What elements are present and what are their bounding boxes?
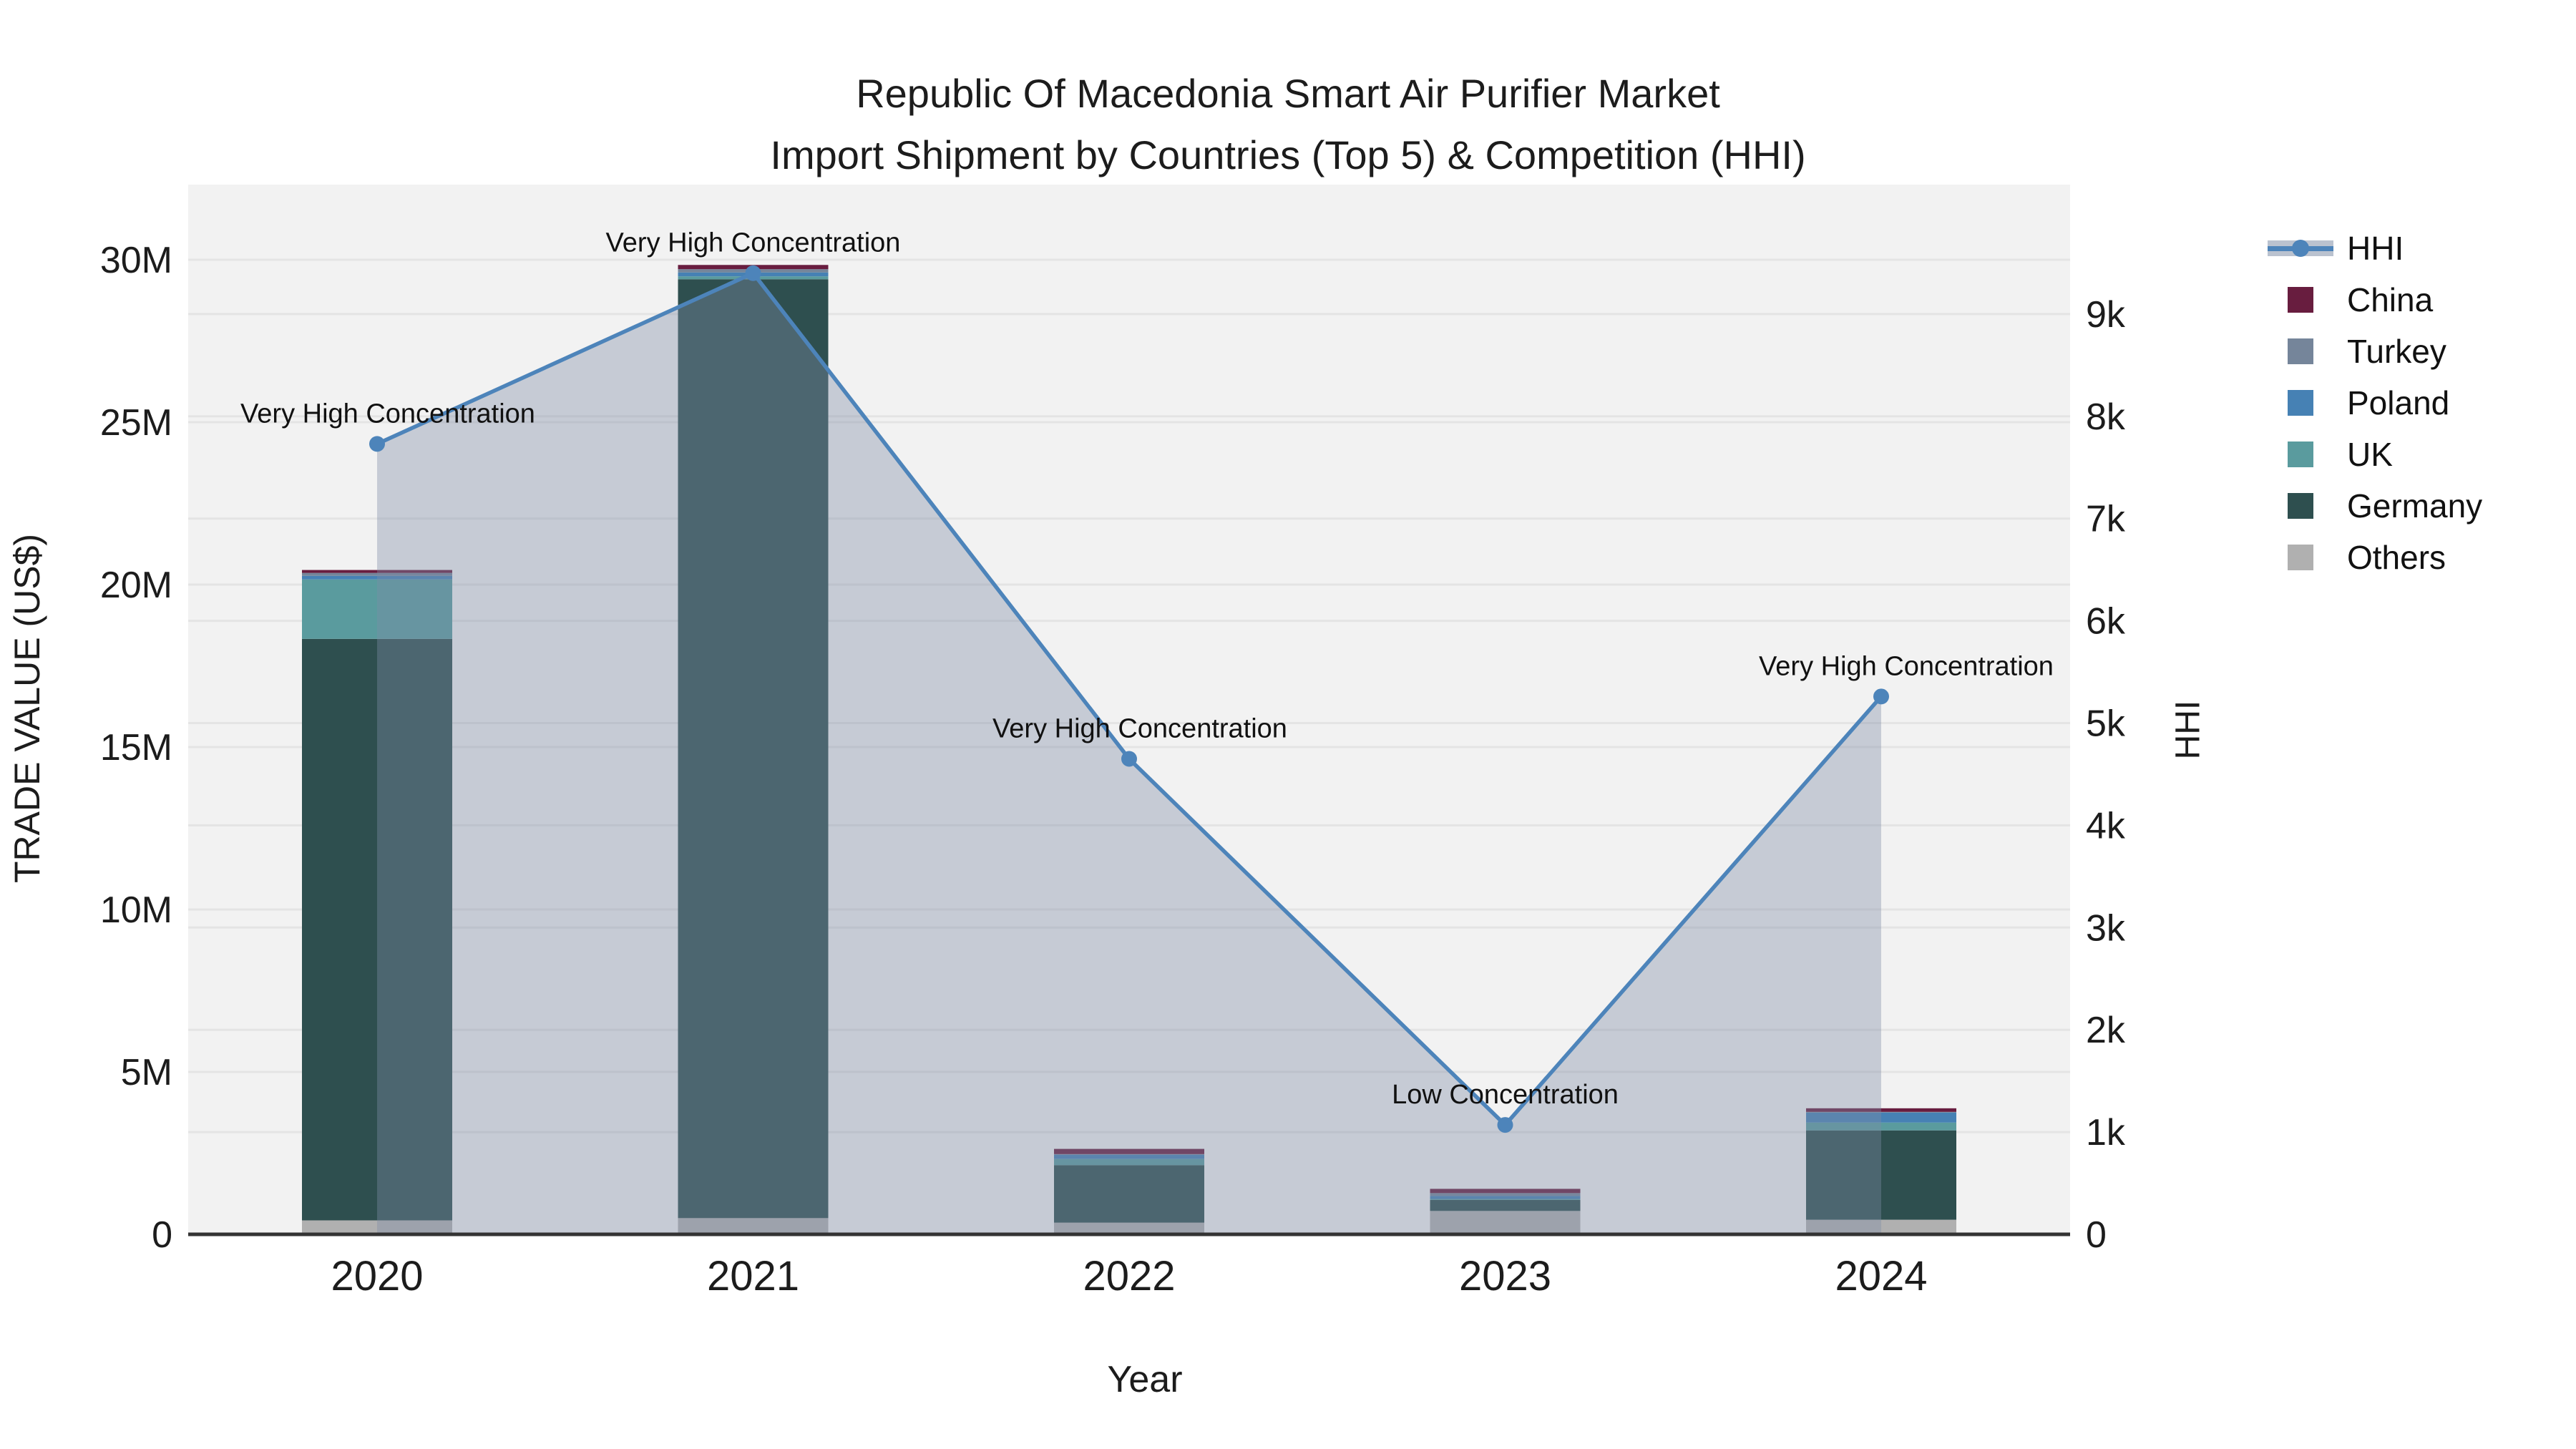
y-right-tick-6k: 6k	[2086, 601, 2126, 643]
legend-swatch-icon	[2265, 390, 2336, 416]
x-tick-2024: 2024	[1835, 1253, 1927, 1299]
y-left-tick-15M: 15M	[100, 727, 172, 769]
y-left-tick-0: 0	[152, 1214, 172, 1256]
legend-item-others[interactable]: Others	[2265, 532, 2482, 583]
bar-segment-germany-2024[interactable]	[1806, 1130, 1956, 1220]
x-axis-title: Year	[1107, 1359, 1183, 1400]
y-right-tick-4k: 4k	[2086, 805, 2126, 847]
bar-segment-turkey-2024[interactable]	[1806, 1111, 1956, 1113]
hhi-point-2023[interactable]	[1497, 1117, 1513, 1133]
annotation-2022: Very High Concentration	[992, 714, 1287, 744]
legend-line-icon	[2265, 238, 2336, 259]
y-right-tick-0: 0	[2086, 1214, 2107, 1256]
bar-segment-uk-2020[interactable]	[302, 579, 452, 639]
x-tick-2023: 2023	[1459, 1253, 1551, 1299]
bar-segment-others-2020[interactable]	[302, 1220, 452, 1234]
bar-segment-others-2023[interactable]	[1430, 1211, 1581, 1234]
bar-segment-others-2021[interactable]	[678, 1218, 829, 1234]
legend-item-uk[interactable]: UK	[2265, 429, 2482, 480]
y-right-tick-5k: 5k	[2086, 703, 2126, 745]
legend-label: Others	[2347, 539, 2446, 576]
bar-segment-poland-2020[interactable]	[302, 575, 452, 580]
y-right-tick-7k: 7k	[2086, 499, 2126, 540]
legend-label: UK	[2347, 436, 2393, 473]
annotation-2021: Very High Concentration	[606, 228, 901, 258]
x-tick-2022: 2022	[1083, 1253, 1175, 1299]
bar-segment-turkey-2023[interactable]	[1430, 1193, 1581, 1196]
hhi-point-2020[interactable]	[369, 436, 385, 452]
bar-segment-poland-2024[interactable]	[1806, 1112, 1956, 1123]
bar-segment-uk-2023[interactable]	[1430, 1199, 1581, 1200]
bar-segment-turkey-2020[interactable]	[302, 572, 452, 576]
y-right-tick-3k: 3k	[2086, 907, 2126, 949]
legend-swatch-icon	[2265, 338, 2336, 364]
bar-segment-china-2020[interactable]	[302, 570, 452, 573]
legend-label: China	[2347, 281, 2434, 318]
x-tick-2020: 2020	[331, 1253, 423, 1299]
bar-segment-poland-2023[interactable]	[1430, 1196, 1581, 1199]
annotation-2020: Very High Concentration	[240, 399, 535, 429]
bar-segment-uk-2022[interactable]	[1054, 1158, 1204, 1166]
bar-segment-uk-2024[interactable]	[1806, 1122, 1956, 1131]
legend-item-turkey[interactable]: Turkey	[2265, 326, 2482, 377]
bar-segment-china-2022[interactable]	[1054, 1148, 1204, 1154]
bar-segment-turkey-2022[interactable]	[1054, 1153, 1204, 1155]
bar-segment-germany-2022[interactable]	[1054, 1165, 1204, 1223]
y-left-tick-10M: 10M	[100, 889, 172, 931]
hhi-point-2021[interactable]	[745, 265, 761, 281]
legend-item-hhi[interactable]: HHI	[2265, 223, 2482, 274]
y-left-tick-30M: 30M	[100, 240, 172, 281]
y-left-tick-20M: 20M	[100, 565, 172, 606]
legend-item-poland[interactable]: Poland	[2265, 377, 2482, 429]
y-right-tick-8k: 8k	[2086, 396, 2126, 438]
legend-swatch-icon	[2265, 287, 2336, 313]
chart-title-line1: Republic Of Macedonia Smart Air Purifier…	[856, 71, 1720, 116]
plot-background	[188, 185, 2070, 1234]
legend-swatch-icon	[2265, 545, 2336, 570]
bar-segment-china-2024[interactable]	[1806, 1108, 1956, 1112]
bar-segment-china-2023[interactable]	[1430, 1189, 1581, 1194]
legend-swatch-icon	[2265, 493, 2336, 519]
annotation-2024: Very High Concentration	[1759, 651, 2054, 681]
annotation-2023: Low Concentration	[1392, 1080, 1619, 1110]
y-left-tick-25M: 25M	[100, 402, 172, 444]
bar-segment-poland-2022[interactable]	[1054, 1154, 1204, 1159]
legend-item-china[interactable]: China	[2265, 274, 2482, 326]
legend-swatch-icon	[2265, 441, 2336, 467]
hhi-point-2024[interactable]	[1873, 688, 1889, 705]
legend-label: Poland	[2347, 384, 2450, 421]
legend-label: Turkey	[2347, 333, 2446, 370]
y-right-axis-title: HHI	[2169, 700, 2207, 760]
bar-segment-germany-2021[interactable]	[678, 279, 829, 1219]
y-right-tick-1k: 1k	[2086, 1112, 2126, 1153]
legend-label: HHI	[2347, 230, 2404, 267]
bar-segment-germany-2020[interactable]	[302, 638, 452, 1221]
hhi-fill-area	[377, 273, 1881, 1234]
chart-title: Republic Of Macedonia Smart Air Purifier…	[0, 63, 2576, 186]
chart-title-line2: Import Shipment by Countries (Top 5) & C…	[770, 132, 1806, 177]
legend-item-germany[interactable]: Germany	[2265, 480, 2482, 532]
bar-segment-others-2022[interactable]	[1054, 1222, 1204, 1234]
y-left-axis-title: TRADE VALUE (US$)	[7, 533, 47, 884]
bar-segment-others-2024[interactable]	[1806, 1219, 1956, 1234]
legend: HHI China Turkey Poland UK Germany Others	[2265, 223, 2482, 583]
y-right-tick-9k: 9k	[2086, 294, 2126, 336]
y-right-tick-2k: 2k	[2086, 1010, 2126, 1051]
bar-segment-germany-2023[interactable]	[1430, 1199, 1581, 1211]
y-left-tick-5M: 5M	[121, 1052, 172, 1093]
legend-label: Germany	[2347, 487, 2483, 525]
x-tick-2021: 2021	[707, 1253, 799, 1299]
hhi-point-2022[interactable]	[1121, 751, 1137, 767]
